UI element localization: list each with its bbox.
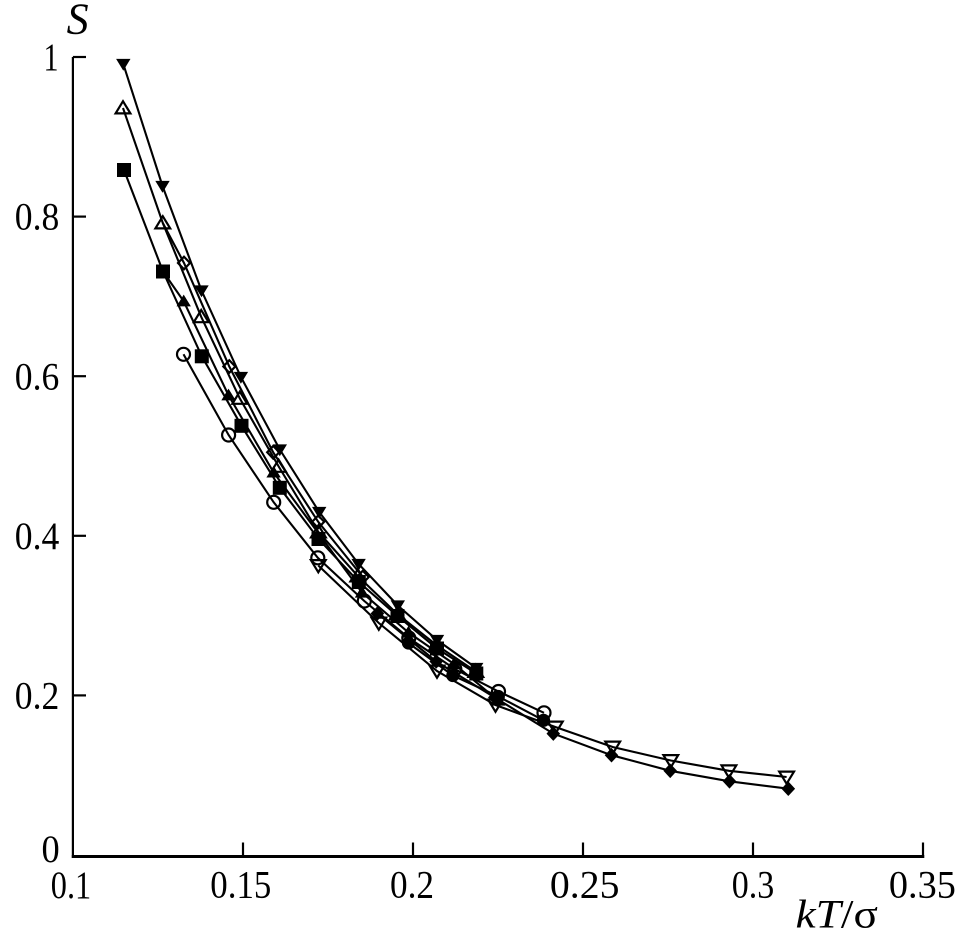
svg-text:0.25: 0.25 <box>550 864 620 907</box>
svg-text:0.3: 0.3 <box>732 864 775 907</box>
svg-text:0.2: 0.2 <box>390 864 434 907</box>
svg-text:0.8: 0.8 <box>15 196 60 239</box>
svg-text:0.2: 0.2 <box>15 675 60 718</box>
svg-text:0.15: 0.15 <box>210 864 271 907</box>
svg-text:kT/σ: kT/σ <box>796 893 878 937</box>
svg-text:0.1: 0.1 <box>51 864 91 907</box>
svg-text:0: 0 <box>42 828 60 871</box>
svg-text:1: 1 <box>44 36 59 79</box>
svg-text:S: S <box>67 0 89 43</box>
svg-text:0.4: 0.4 <box>15 515 60 558</box>
svg-text:0.6: 0.6 <box>15 356 60 399</box>
svg-text:0.35: 0.35 <box>889 864 956 907</box>
